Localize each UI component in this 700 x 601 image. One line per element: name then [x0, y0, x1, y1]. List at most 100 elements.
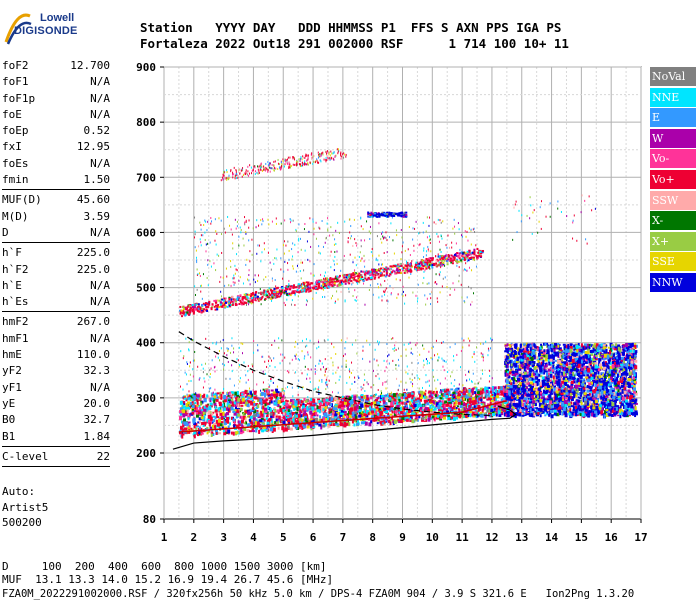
echo-point — [484, 388, 486, 392]
echo-point — [292, 400, 294, 404]
echo-point — [187, 363, 188, 365]
echo-point — [182, 312, 184, 314]
echo-point — [356, 423, 359, 426]
echo-point — [206, 243, 207, 245]
echo-point — [449, 394, 450, 396]
echo-point — [350, 389, 351, 391]
echo-point — [414, 228, 415, 230]
echo-point — [350, 280, 352, 282]
echo-point — [382, 231, 383, 233]
echo-point — [399, 399, 401, 402]
echo-point — [287, 418, 290, 422]
echo-point — [360, 404, 363, 408]
echo-point — [321, 381, 322, 383]
echo-point — [337, 263, 338, 265]
echo-point — [233, 347, 234, 349]
echo-point — [373, 294, 374, 296]
echo-point — [396, 395, 397, 397]
echo-point — [209, 422, 211, 426]
echo-point — [341, 407, 344, 410]
echo-point — [207, 277, 208, 279]
echo-point — [343, 415, 345, 418]
echo-point — [323, 246, 324, 248]
echo-point — [221, 252, 222, 254]
echo-point — [295, 424, 298, 427]
echo-point — [224, 352, 225, 354]
echo-point — [447, 235, 448, 237]
echo-point — [316, 347, 317, 349]
echo-point — [399, 393, 402, 397]
echo-point — [378, 397, 379, 399]
echo-point — [398, 397, 399, 399]
echo-point — [498, 386, 500, 389]
echo-point — [361, 239, 362, 241]
echo-point — [492, 339, 493, 341]
echo-point — [406, 261, 407, 263]
echo-point — [434, 408, 437, 411]
echo-point — [411, 362, 412, 364]
echo-point — [369, 406, 371, 409]
echo-point — [201, 433, 204, 435]
echo-point — [461, 401, 463, 405]
echo-point — [336, 251, 337, 253]
echo-point — [323, 366, 324, 368]
echo-point — [241, 229, 242, 231]
echo-point — [464, 300, 465, 302]
echo-point — [209, 376, 210, 378]
echo-point — [412, 385, 413, 387]
echo-point — [228, 304, 230, 306]
echo-point — [341, 280, 343, 282]
echo-point — [469, 227, 470, 229]
echo-point — [293, 292, 295, 294]
echo-point — [327, 223, 328, 225]
echo-point — [247, 397, 248, 399]
echo-point — [481, 352, 482, 354]
echo-point — [193, 311, 195, 313]
echo-point — [196, 250, 197, 252]
echo-point — [192, 306, 194, 308]
echo-point — [213, 262, 214, 264]
echo-point — [490, 347, 491, 349]
echo-point — [304, 223, 305, 225]
echo-point — [254, 391, 257, 395]
echo-point — [319, 228, 320, 230]
echo-point — [209, 260, 210, 262]
echo-point — [445, 377, 446, 379]
echo-point — [241, 342, 242, 344]
echo-point — [453, 355, 454, 357]
echo-point — [407, 373, 408, 375]
echo-point — [474, 405, 476, 408]
echo-point — [210, 242, 211, 244]
echo-point — [207, 431, 209, 434]
echo-point — [270, 408, 272, 411]
echo-point — [408, 410, 410, 413]
echo-point — [436, 340, 437, 342]
echo-point — [389, 236, 390, 238]
echo-point — [273, 412, 275, 416]
echo-point — [287, 286, 288, 288]
echo-point — [210, 223, 211, 225]
echo-point — [389, 285, 390, 287]
echo-point — [261, 429, 264, 432]
echo-point — [401, 229, 402, 231]
echo-point — [193, 375, 194, 377]
echo-point — [311, 369, 312, 371]
echo-point — [240, 301, 242, 303]
echo-point — [479, 381, 480, 383]
echo-point — [421, 259, 422, 261]
echo-point — [216, 308, 218, 310]
echo-point — [471, 287, 472, 289]
echo-point — [401, 236, 402, 238]
echo-point — [443, 260, 445, 262]
echo-point — [377, 340, 378, 342]
echo-point — [333, 260, 334, 262]
echo-point — [433, 346, 434, 348]
echo-point — [287, 262, 288, 264]
echo-point — [384, 360, 385, 362]
echo-point — [403, 286, 404, 288]
echo-point — [423, 231, 424, 233]
echo-point — [231, 345, 232, 347]
echo-point — [298, 394, 299, 396]
echo-point — [410, 342, 411, 344]
echo-point — [430, 293, 431, 295]
